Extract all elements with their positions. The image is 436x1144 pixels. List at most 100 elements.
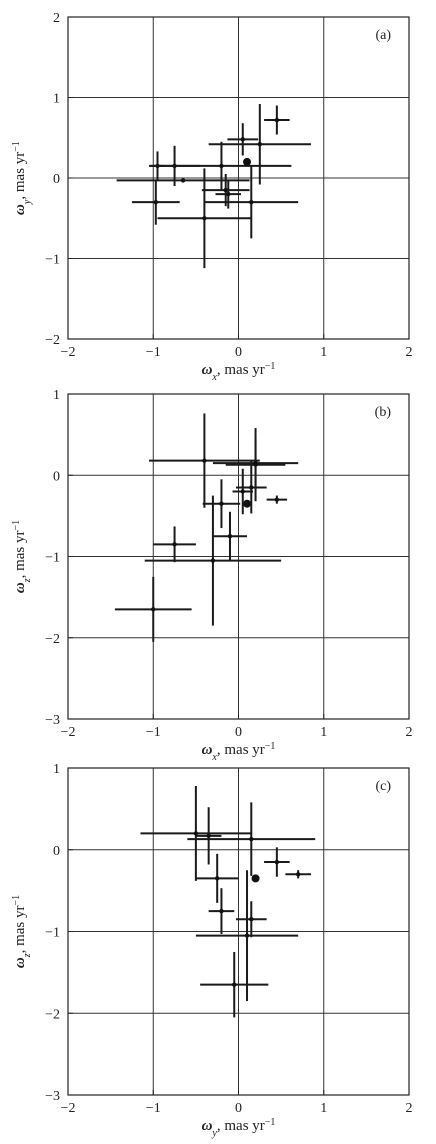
- point-marker: [180, 178, 186, 183]
- y-tick-label: 1: [53, 388, 60, 403]
- point-marker: [193, 831, 199, 836]
- ylabel-unit: , mas yr: [12, 530, 28, 578]
- y-axis-label: ωz, mas yr−1: [11, 520, 33, 593]
- ylabel-unit: , mas yr: [12, 152, 28, 200]
- data-point: [195, 807, 222, 865]
- point-marker: [274, 497, 280, 502]
- xlabel-symbol: ω: [202, 742, 213, 758]
- y-axis-label: ωy, mas yr−1: [11, 141, 33, 215]
- x-tick-label: −1: [146, 725, 161, 740]
- y-tick-label: 0: [53, 469, 60, 484]
- data-point: [204, 165, 299, 239]
- xlabel-symbol: ω: [202, 1118, 213, 1134]
- point-marker: [219, 908, 224, 914]
- y-tick-label: 1: [53, 92, 60, 107]
- point-marker: [219, 501, 224, 506]
- data-point: [148, 413, 260, 508]
- xlabel-unit: , mas yr: [217, 362, 265, 378]
- point-marker: [214, 876, 220, 881]
- data-point: [187, 802, 316, 876]
- y-tick-label: −1: [45, 926, 60, 941]
- x-tick-label: −1: [146, 1101, 161, 1116]
- ylabel-symbol: ω: [12, 204, 28, 215]
- mean-marker: [243, 499, 252, 508]
- y-tick-label: 1: [53, 762, 60, 777]
- x-tick-label: −2: [61, 1101, 76, 1116]
- point-marker: [249, 836, 254, 842]
- point-marker: [257, 141, 263, 147]
- ylabel-superscript: −1: [11, 520, 22, 531]
- data-point: [232, 468, 253, 515]
- data-point: [195, 870, 299, 1001]
- data-point: [243, 157, 252, 166]
- xlabel-superscript: −1: [265, 741, 276, 752]
- point-marker: [249, 199, 254, 205]
- data-point: [202, 479, 241, 529]
- y-tick-label: −1: [45, 551, 60, 566]
- data-point: [201, 173, 250, 207]
- y-tick-label: 0: [53, 172, 60, 187]
- data-point: [195, 853, 239, 903]
- y-tick-label: −2: [45, 632, 60, 647]
- mean-marker: [243, 157, 252, 166]
- point-marker: [244, 933, 250, 938]
- y-tick-label: −3: [45, 1089, 60, 1104]
- panel-label: (a): [375, 28, 391, 43]
- point-marker: [227, 533, 233, 539]
- data-point: [208, 888, 235, 934]
- data-point: [251, 874, 260, 883]
- mean-marker: [251, 874, 260, 883]
- x-tick-label: 1: [320, 725, 327, 740]
- x-tick-label: 1: [320, 1101, 327, 1116]
- y-tick-label: −3: [45, 713, 60, 728]
- y-tick-label: −1: [45, 253, 60, 268]
- point-marker: [219, 163, 224, 169]
- x-tick-label: 2: [406, 725, 413, 740]
- point-marker: [249, 485, 254, 490]
- data-point: [235, 461, 267, 514]
- point-marker: [210, 558, 216, 563]
- xlabel-unit: , mas yr: [217, 742, 265, 758]
- data-point: [144, 495, 282, 626]
- data-point: [266, 495, 288, 504]
- x-axis-label: ωy, mas yr−1: [202, 1117, 276, 1139]
- xlabel-superscript: −1: [265, 361, 276, 372]
- xlabel-subscript: y: [211, 1128, 217, 1139]
- data-point: [157, 168, 252, 269]
- data-point: [212, 438, 299, 488]
- x-tick-label: 0: [235, 1101, 242, 1116]
- panel-1: −2 −1 0 1 2−3−2−101(b)ωx, mas yr−1ωz, mas yr…: [11, 388, 413, 763]
- x-tick-label: 0: [235, 725, 242, 740]
- data-point: [153, 526, 196, 563]
- point-marker: [253, 460, 258, 466]
- y-axis-label: ωz, mas yr−1: [11, 895, 33, 968]
- data-point: [151, 141, 292, 191]
- ylabel-subscript: y: [22, 199, 33, 205]
- ylabel-superscript: −1: [11, 141, 22, 152]
- data-point: [227, 123, 259, 156]
- data-point: [208, 103, 311, 185]
- data-point: [215, 179, 242, 209]
- point-marker: [274, 117, 280, 123]
- data-point: [140, 785, 252, 881]
- x-tick-label: 2: [406, 345, 413, 360]
- x-tick-label: 0: [235, 345, 242, 360]
- point-marker: [202, 458, 207, 463]
- ylabel-subscript: z: [22, 578, 33, 583]
- xlabel-superscript: −1: [265, 1117, 276, 1128]
- ylabel-symbol: ω: [12, 582, 28, 593]
- data-point: [243, 499, 252, 508]
- point-marker: [151, 607, 156, 612]
- x-tick-label: −1: [146, 345, 161, 360]
- point-marker: [153, 199, 159, 205]
- y-tick-label: 0: [53, 844, 60, 859]
- point-marker: [226, 191, 231, 197]
- data-point: [116, 178, 250, 183]
- x-axis-label: ωx, mas yr−1: [202, 361, 276, 383]
- point-marker: [295, 872, 301, 877]
- point-marker: [240, 489, 245, 494]
- point-marker: [202, 216, 207, 221]
- point-marker: [249, 917, 254, 922]
- data-point: [131, 179, 180, 225]
- y-tick-label: −2: [45, 333, 60, 348]
